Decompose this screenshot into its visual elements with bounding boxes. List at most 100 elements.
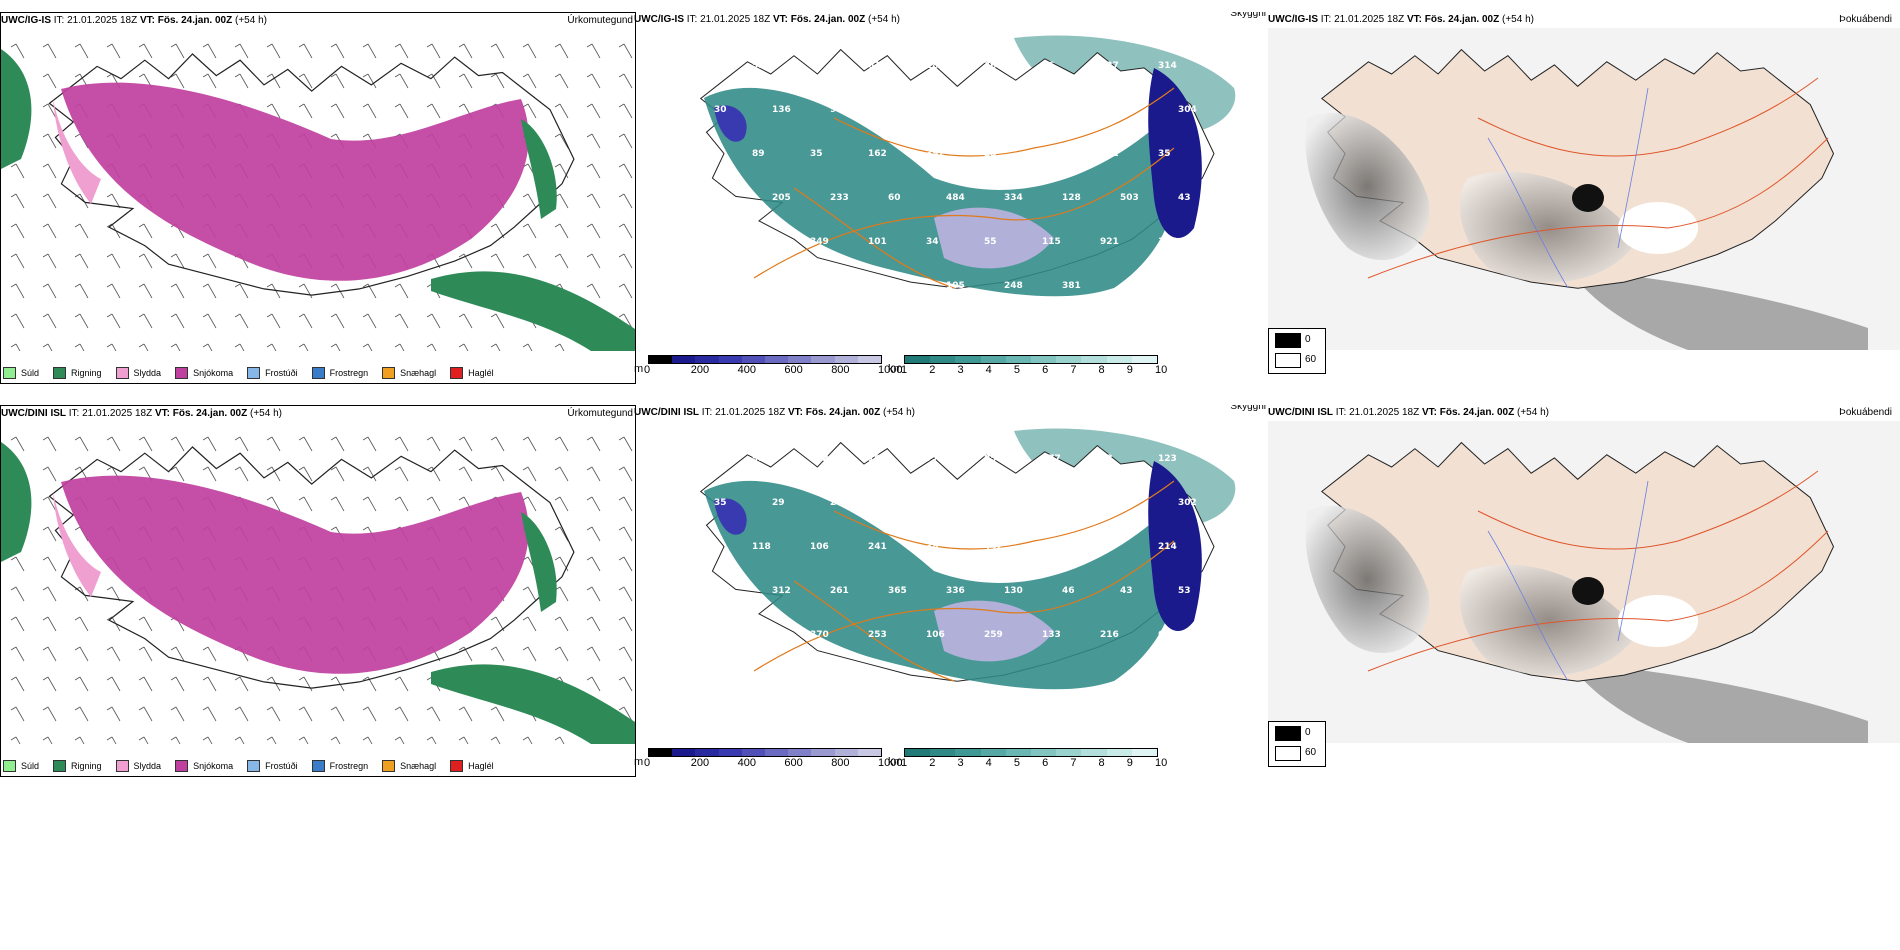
wind-barb bbox=[591, 616, 601, 632]
visibility-value: 34 bbox=[926, 237, 939, 247]
visibility-value: 30 bbox=[714, 105, 727, 115]
wind-barb bbox=[495, 43, 505, 59]
visibility-value: 63 bbox=[1158, 630, 1171, 640]
wind-barb bbox=[591, 496, 601, 512]
wind-barb bbox=[527, 646, 537, 662]
wind-barb bbox=[623, 496, 633, 512]
wind-barb bbox=[367, 43, 377, 59]
wind-barb-tick bbox=[202, 646, 209, 651]
wind-barb-tick bbox=[42, 163, 49, 168]
wind-barb bbox=[623, 526, 633, 542]
wind-barb-tick bbox=[266, 283, 273, 288]
visibility-value: 115 bbox=[1042, 237, 1061, 247]
wind-barb bbox=[15, 163, 25, 179]
wind-barb bbox=[175, 253, 185, 269]
wind-barb-tick bbox=[618, 283, 625, 288]
visibility-value: 499 bbox=[694, 237, 713, 247]
wind-barb bbox=[239, 436, 249, 452]
rain-area-south bbox=[431, 271, 635, 351]
wind-barb bbox=[271, 103, 281, 119]
wind-barb bbox=[143, 706, 153, 722]
wind-barb-tick bbox=[618, 616, 625, 621]
visibility-labels: 104 91 202 105 77 85 277 88 123 35 29 267 188 33 240 85… bbox=[694, 454, 1197, 684]
visibility-value: 101 bbox=[868, 237, 887, 247]
wind-barb bbox=[239, 343, 245, 351]
wind-barb-tick bbox=[298, 466, 305, 471]
colorbar-cell bbox=[718, 749, 742, 756]
visibility-value: 43 bbox=[1178, 193, 1191, 203]
wind-barb-tick bbox=[106, 706, 113, 711]
colorbar-tick: 6 bbox=[1042, 364, 1049, 376]
wind-barb bbox=[559, 646, 569, 662]
wind-barb bbox=[111, 313, 121, 329]
west-dark-area bbox=[714, 498, 747, 535]
wind-barb bbox=[399, 496, 409, 512]
it-value: 21.01.2025 18Z bbox=[67, 15, 138, 26]
wind-barb bbox=[527, 736, 533, 744]
wind-barb bbox=[335, 736, 341, 744]
wind-barb-tick bbox=[42, 586, 49, 591]
wind-barb bbox=[623, 556, 633, 572]
legend-swatch bbox=[3, 367, 16, 379]
wind-barb-tick bbox=[106, 283, 113, 288]
wind-barb-tick bbox=[618, 103, 625, 108]
wind-barb-tick bbox=[74, 466, 81, 471]
colorbar-cell bbox=[695, 749, 719, 756]
wind-barb bbox=[623, 193, 633, 209]
wind-barb-tick bbox=[330, 706, 337, 711]
wind-barb bbox=[15, 676, 25, 692]
wind-barb bbox=[143, 676, 153, 692]
wind-barb bbox=[559, 526, 569, 542]
wind-barb-tick bbox=[298, 43, 305, 48]
colorbar-cell bbox=[1031, 356, 1057, 363]
colorbar-tick: 400 bbox=[737, 757, 756, 769]
wind-barb bbox=[303, 436, 313, 452]
precip-type-panel: UWC/DINI ISL IT: 21.01.2025 18Z VT: Fös.… bbox=[0, 405, 636, 777]
wind-barb bbox=[495, 466, 505, 482]
wind-barb-tick bbox=[458, 706, 465, 711]
legend-swatch bbox=[382, 367, 396, 379]
wind-barb-tick bbox=[10, 616, 17, 621]
wind-barb-tick bbox=[426, 103, 433, 108]
key-light-box bbox=[1275, 746, 1301, 761]
lead-time: (+54 h) bbox=[250, 408, 282, 419]
wind-barb bbox=[463, 313, 473, 329]
colorbar-tick: 3 bbox=[957, 757, 964, 769]
wind-barb bbox=[79, 283, 89, 299]
colorbar-cell bbox=[765, 356, 789, 363]
wind-barb-tick bbox=[330, 103, 337, 108]
wind-barb-tick bbox=[266, 436, 273, 441]
wind-barb-tick bbox=[10, 436, 17, 441]
legend-item: Snæhagl bbox=[382, 760, 436, 772]
wind-barb bbox=[335, 706, 345, 722]
wind-barb bbox=[303, 103, 313, 119]
wind-barb bbox=[623, 103, 633, 119]
wind-barb-tick bbox=[138, 313, 145, 318]
wind-barb-tick bbox=[586, 586, 593, 591]
wind-barb-tick bbox=[586, 646, 593, 651]
wind-barb-tick bbox=[490, 616, 497, 621]
wind-barb bbox=[463, 436, 473, 452]
colorbar-cell bbox=[1005, 356, 1032, 363]
visibility-value: 186 bbox=[926, 61, 945, 71]
wind-barb-tick bbox=[10, 43, 17, 48]
wind-barb bbox=[527, 43, 537, 59]
visibility-value: 267 bbox=[830, 498, 849, 508]
wind-barb-tick bbox=[362, 343, 369, 348]
wind-barb bbox=[623, 646, 633, 662]
wind-barb bbox=[111, 283, 121, 299]
wind-barb-tick bbox=[490, 223, 497, 228]
wind-barb bbox=[399, 466, 409, 482]
wind-barb-tick bbox=[42, 616, 49, 621]
visibility-value: 105 bbox=[868, 454, 887, 464]
visibility-value: 542 bbox=[1100, 149, 1119, 159]
wind-barb-tick bbox=[362, 496, 369, 501]
elevation-colorbar: 0 200 400 600 800 1000 m bbox=[634, 748, 902, 770]
wind-barb-tick bbox=[74, 616, 81, 621]
visibility-value: 319 bbox=[714, 674, 733, 684]
it-label: IT: bbox=[53, 15, 65, 26]
wind-barb-tick bbox=[74, 676, 81, 681]
wind-barb-tick bbox=[522, 616, 529, 621]
key-dark-label: 0 bbox=[1305, 727, 1311, 738]
wind-barb-tick bbox=[266, 313, 273, 318]
